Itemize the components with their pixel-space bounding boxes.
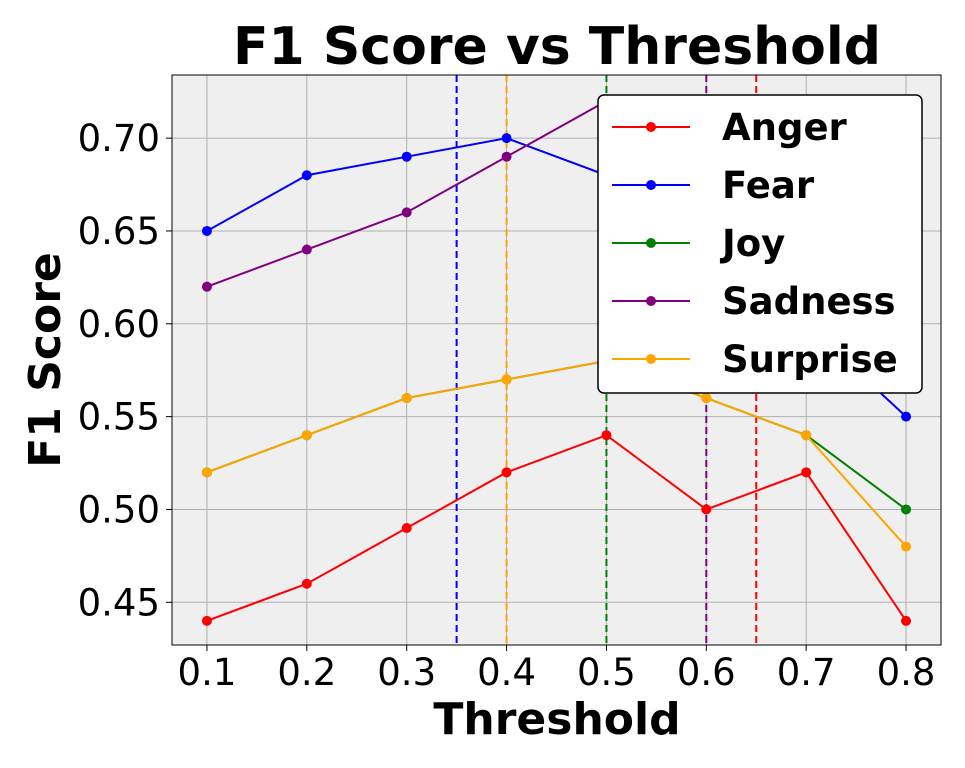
- y-axis-label: F1 Score: [20, 252, 71, 468]
- x-axis-label: Threshold: [433, 694, 680, 745]
- data-point: [401, 207, 412, 218]
- x-tick-label: 0.8: [877, 651, 936, 694]
- y-tick-label: 0.50: [78, 488, 160, 531]
- y-tick-label: 0.55: [78, 396, 160, 439]
- data-point: [901, 504, 912, 515]
- data-point: [201, 281, 212, 292]
- data-point: [901, 615, 912, 626]
- legend-marker: [646, 354, 656, 364]
- data-point: [301, 430, 312, 441]
- series-line: [206, 359, 907, 548]
- y-tick-label: 0.60: [78, 303, 160, 346]
- data-point: [801, 430, 812, 441]
- series-line: [206, 434, 907, 622]
- legend-label: Anger: [722, 106, 848, 149]
- data-point: [801, 467, 812, 478]
- data-point: [201, 467, 212, 478]
- data-point: [501, 133, 512, 144]
- data-point: [701, 393, 712, 404]
- legend-label: Surprise: [722, 338, 898, 381]
- series-anger: [201, 430, 912, 626]
- data-point: [901, 411, 912, 422]
- data-point: [901, 541, 912, 552]
- data-point: [601, 430, 612, 441]
- data-point: [301, 170, 312, 181]
- data-point: [201, 615, 212, 626]
- x-tick-label: 0.6: [677, 651, 736, 694]
- data-point: [501, 374, 512, 385]
- data-point: [501, 467, 512, 478]
- data-point: [701, 504, 712, 515]
- y-tick-label: 0.70: [78, 117, 160, 160]
- plot-frame: [171, 74, 942, 646]
- chart-title: F1 Score vs Threshold: [233, 17, 881, 77]
- legend-label: Joy: [719, 222, 785, 265]
- y-axis-ticks: 0.45 0.50 0.55 0.60 0.65 0.70: [78, 117, 172, 624]
- y-tick-label: 0.65: [78, 210, 160, 253]
- y-tick-label: 0.45: [78, 581, 160, 624]
- legend-label: Fear: [722, 164, 815, 207]
- legend-box: [597, 94, 923, 394]
- data-point: [201, 225, 212, 236]
- legend-marker: [646, 122, 656, 132]
- x-tick-label: 0.5: [577, 651, 636, 694]
- data-point: [301, 578, 312, 589]
- legend-marker: [646, 238, 656, 248]
- legend-marker: [646, 296, 656, 306]
- x-tick-label: 0.7: [777, 651, 836, 694]
- legend-marker: [646, 180, 656, 190]
- x-tick-label: 0.4: [477, 651, 536, 694]
- x-axis-ticks: 0.1 0.2 0.3 0.4 0.5 0.6 0.7 0.8: [178, 645, 936, 694]
- data-point: [401, 393, 412, 404]
- x-tick-label: 0.1: [178, 651, 237, 694]
- series-surprise: [201, 355, 912, 552]
- legend: Anger Fear Joy Sadness Surprise: [597, 94, 923, 394]
- data-point: [401, 151, 412, 162]
- x-tick-label: 0.3: [377, 651, 436, 694]
- data-point: [401, 523, 412, 534]
- legend-label: Sadness: [722, 280, 896, 323]
- x-tick-label: 0.2: [277, 651, 336, 694]
- data-point: [301, 244, 312, 255]
- data-point: [501, 151, 512, 162]
